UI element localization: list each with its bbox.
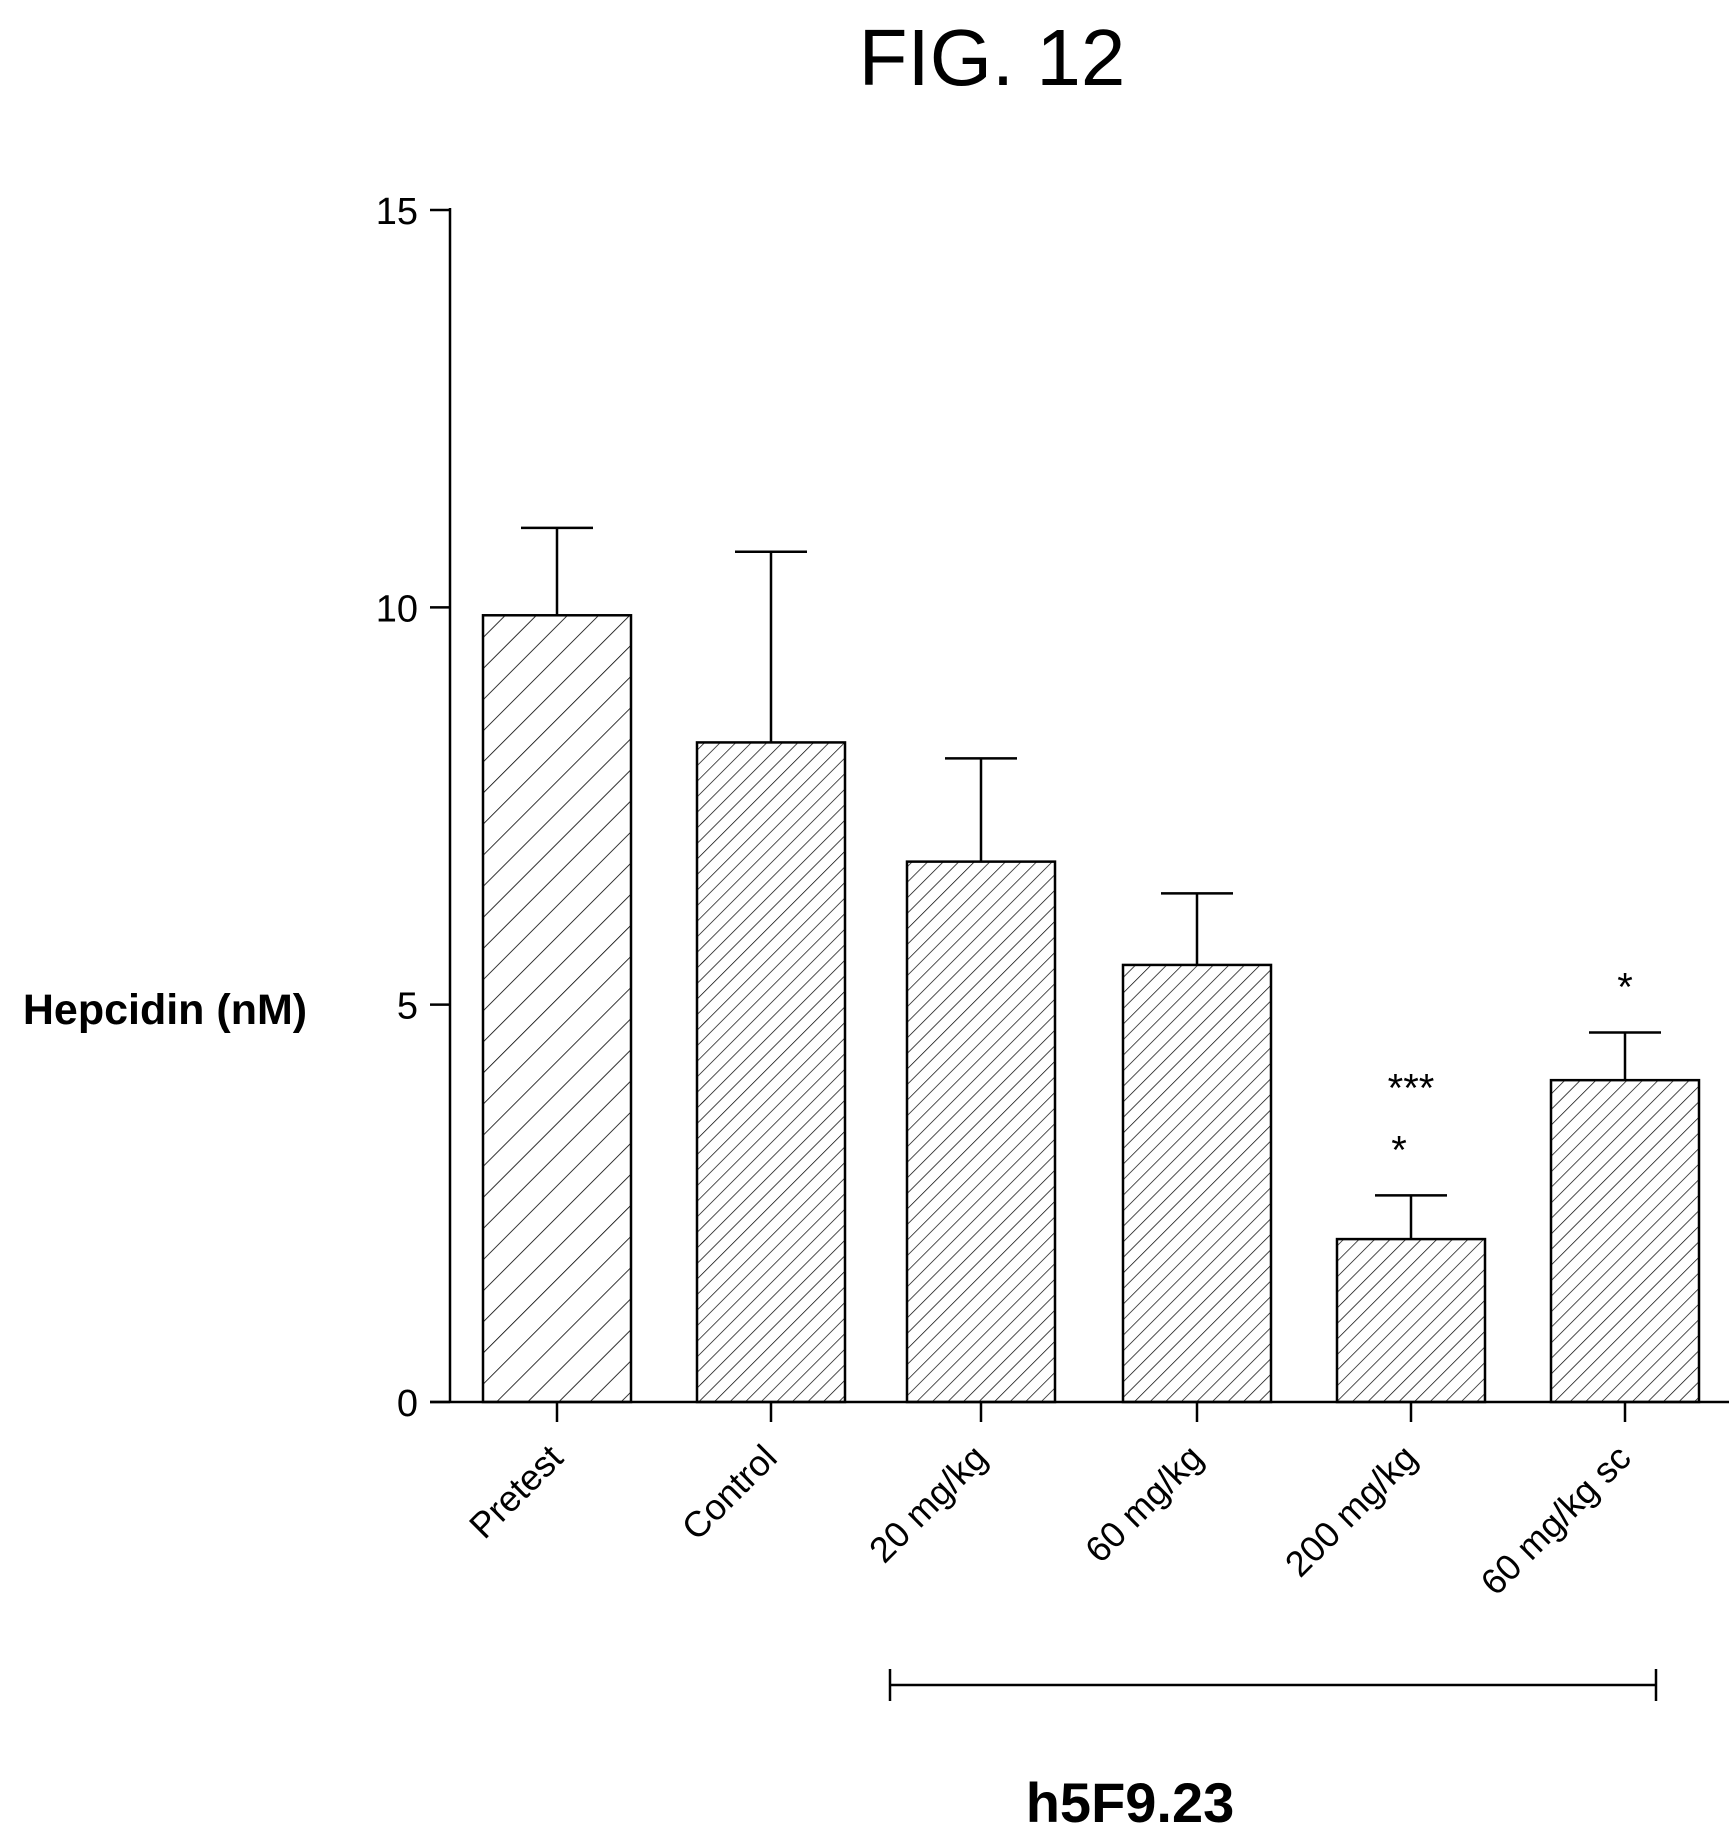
bar-20-mg-kg <box>905 860 1057 1404</box>
bar-60-mg-kg <box>1121 963 1273 1404</box>
x-tick-label-control: Control <box>674 1437 785 1548</box>
y-axis-label: Hepcidin (nM) <box>23 986 307 1034</box>
bar-60-mg-kg-sc <box>1549 1078 1701 1404</box>
y-tick-label-0: 0 <box>397 1383 418 1425</box>
bar-200-mg-kg <box>1335 1237 1487 1404</box>
significance-marker-200-mg-kg-1: * <box>1391 1128 1407 1172</box>
x-tick-label-60-mg-kg: 60 mg/kg <box>1077 1437 1211 1571</box>
x-tick-label-pretest: Pretest <box>461 1437 571 1547</box>
y-tick-label-10: 10 <box>376 588 418 630</box>
y-tick-label-5: 5 <box>397 986 418 1028</box>
group-label: h5F9.23 <box>1026 1771 1235 1831</box>
significance-marker-200-mg-kg-0: *** <box>1388 1066 1435 1110</box>
bar-pretest <box>481 614 633 1404</box>
significance-marker-60-mg-kg-sc-0: * <box>1617 965 1633 1009</box>
bar-control <box>695 741 847 1404</box>
plot-area: 0 5 10 15 Pretest Control 20 mg/kg 60 mg/kg 200 … <box>376 191 1729 1701</box>
figure-title: FIG. 12 <box>859 13 1126 102</box>
x-tick-label-60-mg-kg-sc: 60 mg/kg sc <box>1472 1437 1638 1603</box>
x-tick-label-20-mg-kg: 20 mg/kg <box>861 1437 995 1571</box>
x-tick-label-200-mg-kg: 200 mg/kg <box>1277 1437 1425 1585</box>
y-tick-label-15: 15 <box>376 191 418 233</box>
